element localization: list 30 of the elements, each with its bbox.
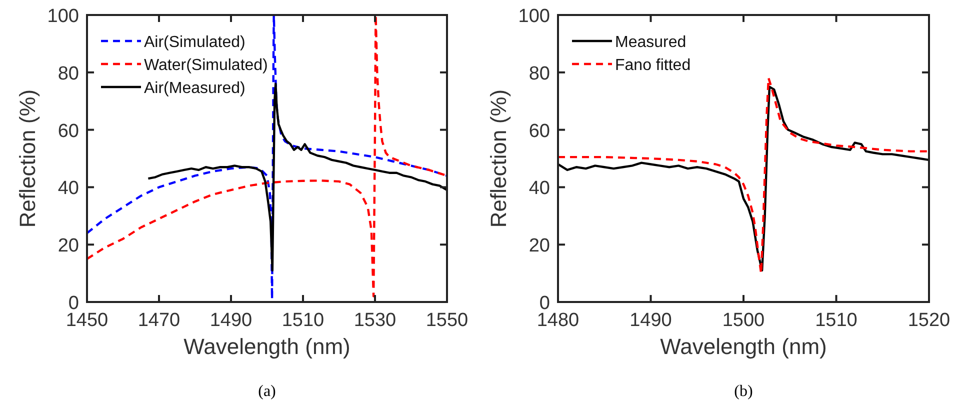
text: (a) xyxy=(258,383,276,400)
x-tick-label: 1490 xyxy=(630,310,672,331)
x-tick-label: 1520 xyxy=(908,310,950,331)
y-tick-label: 40 xyxy=(58,178,79,200)
x-axis-title: Wavelength (nm) xyxy=(660,334,827,359)
x-axis-title: Wavelength (nm) xyxy=(184,334,350,359)
y-tick-label: 60 xyxy=(58,120,79,142)
y-tick-label: 80 xyxy=(58,63,79,84)
y-tick-label: 80 xyxy=(528,63,550,84)
legend-label: Air(Measured) xyxy=(144,80,246,97)
legend-label: Measured xyxy=(615,34,686,51)
y-tick-label: 100 xyxy=(518,6,550,27)
x-tick-label: 1510 xyxy=(282,310,324,331)
x-tick-label: 1500 xyxy=(722,310,765,331)
legend-label: Air(Simulated) xyxy=(144,34,246,51)
text: (b) xyxy=(734,383,753,400)
x-tick-label: 1510 xyxy=(815,310,858,331)
legend-label: Fano fitted xyxy=(615,57,691,74)
y-axis-title: Reflection (%) xyxy=(486,89,511,228)
x-tick-label: 1550 xyxy=(426,310,468,331)
legend-label: Water(Simulated) xyxy=(144,57,268,74)
y-tick-label: 20 xyxy=(58,236,79,257)
x-tick-label: 1470 xyxy=(138,310,180,331)
y-tick-label: 40 xyxy=(528,178,550,200)
x-tick-label: 1530 xyxy=(354,310,396,331)
y-tick-label: 20 xyxy=(528,236,550,257)
y-tick-label: 100 xyxy=(47,6,79,27)
y-axis-title: Reflection (%) xyxy=(15,89,40,228)
x-tick-label: 1490 xyxy=(210,310,252,331)
y-tick-label: 60 xyxy=(528,120,550,142)
